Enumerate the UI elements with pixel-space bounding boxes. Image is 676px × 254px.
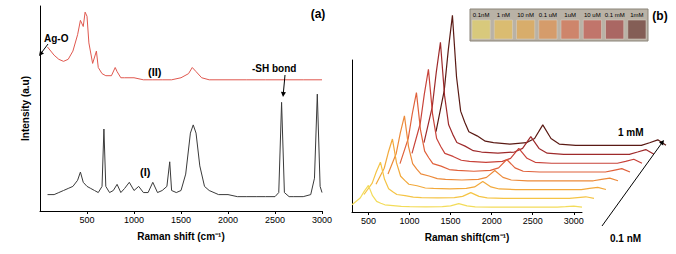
svg-text:500: 500 (361, 216, 376, 226)
svg-text:1 nM: 1 nM (497, 12, 510, 18)
svg-text:(II): (II) (148, 66, 162, 78)
svg-text:Ag-O: Ag-O (44, 33, 69, 44)
svg-text:(a): (a) (311, 7, 326, 21)
svg-text:3000: 3000 (312, 215, 332, 225)
svg-text:0.1nM: 0.1nM (473, 12, 490, 18)
svg-text:3000: 3000 (564, 216, 584, 226)
svg-text:1500: 1500 (441, 216, 461, 226)
svg-text:Intensity (a.u): Intensity (a.u) (20, 76, 31, 141)
svg-text:-SH bond: -SH bond (252, 63, 296, 74)
svg-text:0.1 mM: 0.1 mM (605, 12, 625, 18)
svg-text:Raman shift (cm⁻¹): Raman shift (cm⁻¹) (137, 231, 224, 242)
svg-text:10 uM: 10 uM (584, 12, 601, 18)
svg-text:1mM: 1mM (630, 12, 643, 18)
svg-text:500: 500 (79, 215, 94, 225)
svg-text:(b): (b) (652, 9, 667, 23)
svg-text:1uM: 1uM (564, 12, 576, 18)
svg-text:2000: 2000 (218, 215, 238, 225)
svg-text:10 nM: 10 nM (517, 12, 534, 18)
svg-text:1500: 1500 (171, 215, 191, 225)
svg-text:Raman shift(cm⁻¹): Raman shift(cm⁻¹) (425, 232, 510, 243)
svg-text:(I): (I) (140, 166, 151, 178)
svg-text:2000: 2000 (482, 216, 502, 226)
svg-text:2500: 2500 (265, 215, 285, 225)
svg-text:0.1 uM: 0.1 uM (539, 12, 557, 18)
svg-text:0.1 nM: 0.1 nM (610, 233, 641, 244)
svg-text:1000: 1000 (124, 215, 144, 225)
svg-text:2500: 2500 (523, 216, 543, 226)
svg-text:1000: 1000 (399, 216, 419, 226)
svg-text:1 mM: 1 mM (618, 127, 644, 138)
